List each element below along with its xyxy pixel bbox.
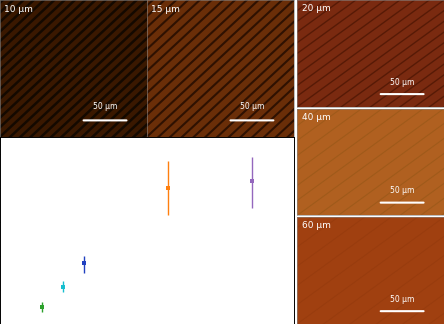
Text: 50 μm: 50 μm [390,295,414,304]
Text: 50 μm: 50 μm [93,102,117,111]
Text: 50 μm: 50 μm [390,186,414,195]
Text: 10 μm: 10 μm [4,6,33,15]
Text: 40 μm: 40 μm [301,113,330,122]
Text: 50 μm: 50 μm [390,78,414,87]
Text: 60 μm: 60 μm [301,221,330,230]
Text: 20 μm: 20 μm [301,4,330,13]
Text: 15 μm: 15 μm [151,6,180,15]
Text: 50 μm: 50 μm [240,102,264,111]
